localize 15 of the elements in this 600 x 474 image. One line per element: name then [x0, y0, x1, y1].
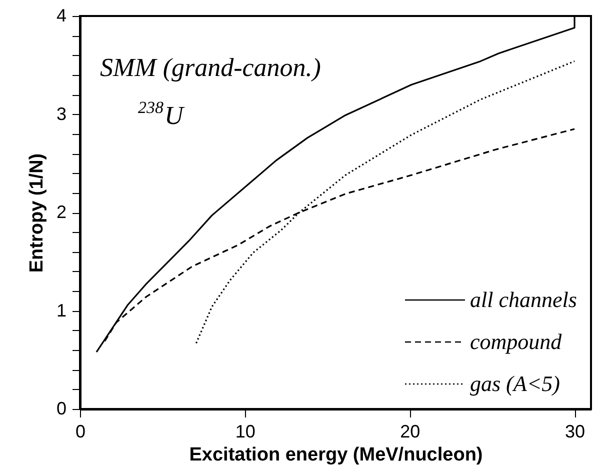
- legend-label: gas (A<5): [470, 371, 560, 396]
- x-tick-label: 20: [400, 422, 420, 442]
- x-tick-label: 10: [235, 422, 256, 442]
- legend-label: compound: [470, 329, 563, 354]
- x-axis-title: Excitation energy (MeV/nucleon): [189, 444, 483, 466]
- y-tick-label: 3: [56, 104, 66, 124]
- x-tick-label: 0: [75, 422, 86, 442]
- y-tick-label: 2: [56, 202, 66, 222]
- y-axis-title: Entropy (1/N): [26, 153, 48, 273]
- y-tick-label: 0: [56, 398, 66, 418]
- legend-label: all channels: [470, 287, 577, 312]
- x-tick-label: 30: [565, 422, 586, 442]
- annotation: SMM (grand-canon.): [100, 53, 321, 82]
- y-tick-label: 1: [56, 300, 66, 320]
- y-tick-label: 4: [56, 6, 66, 26]
